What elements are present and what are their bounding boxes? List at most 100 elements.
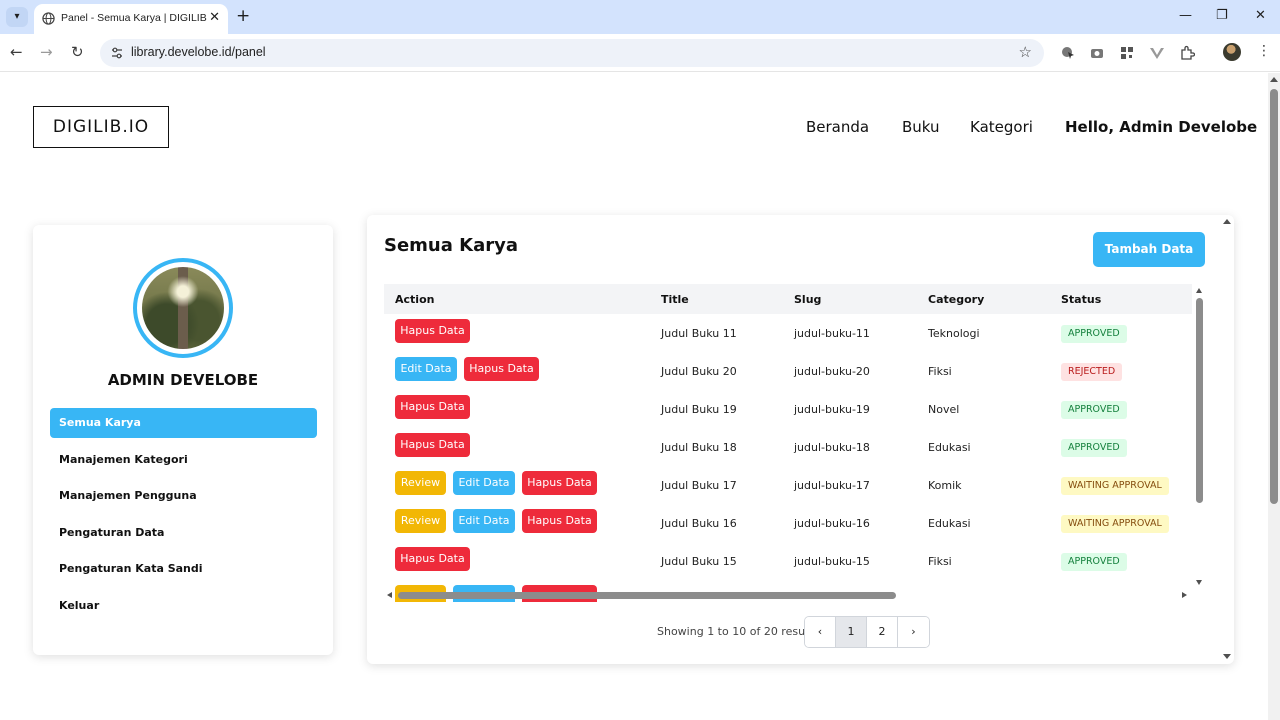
- back-icon[interactable]: ←: [10, 43, 23, 61]
- sidebar: ADMIN DEVELOBE Semua Karya Manajemen Kat…: [33, 225, 333, 655]
- bookmark-star-icon[interactable]: ☆: [1018, 43, 1032, 61]
- table-row: Hapus Data Judul Buku 11 judul-buku-11 Tekn…: [384, 315, 1192, 353]
- column-header-title: Title: [661, 293, 689, 306]
- profile-avatar[interactable]: [1223, 43, 1241, 61]
- sidebar-item-pengaturan-kata-sandi[interactable]: Pengaturan Kata Sandi: [59, 562, 203, 575]
- nav-beranda[interactable]: Beranda: [806, 118, 870, 136]
- tab-search-chevron-icon[interactable]: ▾: [6, 7, 28, 27]
- table-vertical-scrollbar[interactable]: [1194, 284, 1205, 589]
- main-card: Semua Karya Tambah Data Action Title Slu…: [367, 215, 1234, 664]
- page-scrollbar-thumb[interactable]: [1270, 89, 1278, 504]
- nav-kategori[interactable]: Kategori: [970, 118, 1033, 136]
- table-horizontal-scrollbar-thumb[interactable]: [398, 592, 896, 599]
- row-slug: judul-buku-19: [794, 403, 870, 416]
- row-slug: judul-buku-11: [794, 327, 870, 340]
- user-name: ADMIN DEVELOBE: [107, 371, 259, 389]
- status-badge: APPROVED: [1061, 439, 1127, 457]
- sidebar-item-keluar[interactable]: Keluar: [59, 599, 100, 612]
- url-text: library.develobe.id/panel: [131, 45, 266, 59]
- minimize-icon[interactable]: —: [1179, 8, 1192, 23]
- status-badge: APPROVED: [1061, 325, 1127, 343]
- nav-buku[interactable]: Buku: [902, 118, 940, 136]
- row-category: Fiksi: [928, 555, 952, 568]
- page-scrollbar[interactable]: [1268, 73, 1280, 720]
- sidebar-item-manajemen-kategori[interactable]: Manajemen Kategori: [59, 453, 188, 466]
- address-bar[interactable]: library.develobe.id/panel ☆: [100, 39, 1044, 67]
- table-row: Review Edit Data Hapus Data Judul Buku 17 ju…: [384, 467, 1192, 505]
- row-category: Edukasi: [928, 517, 971, 530]
- table-row: Hapus Data Judul Buku 18 judul-buku-18 Eduk…: [384, 429, 1192, 467]
- status-badge: APPROVED: [1061, 401, 1127, 419]
- reload-icon[interactable]: ↻: [71, 43, 84, 61]
- row-title: Judul Buku 15: [661, 555, 737, 568]
- add-data-button[interactable]: Tambah Data: [1093, 232, 1205, 267]
- column-header-slug: Slug: [794, 293, 822, 306]
- row-title: Judul Buku 16: [661, 517, 737, 530]
- row-category: Edukasi: [928, 441, 971, 454]
- globe-icon: [42, 12, 55, 25]
- browser-tab-bar: ▾ Panel - Semua Karya | DIGILIB ✕ + — ❐ …: [0, 0, 1280, 34]
- delete-data-button[interactable]: Hapus Data: [395, 395, 470, 419]
- sidebar-item-semua-karya[interactable]: Semua Karya: [50, 408, 317, 438]
- card-scroll-down-icon[interactable]: [1223, 654, 1231, 659]
- delete-data-button[interactable]: Hapus Data: [395, 433, 470, 457]
- camera-icon[interactable]: [1089, 45, 1105, 61]
- row-title: Judul Buku 20: [661, 365, 737, 378]
- status-badge: APPROVED: [1061, 553, 1127, 571]
- browser-tab[interactable]: Panel - Semua Karya | DIGILIB ✕: [34, 4, 228, 34]
- delete-data-button[interactable]: Hapus Data: [464, 357, 539, 381]
- row-category: Teknologi: [928, 327, 980, 340]
- table-vertical-scrollbar-thumb[interactable]: [1196, 298, 1203, 503]
- card-scroll-up-icon[interactable]: [1223, 219, 1231, 224]
- table-scroll-up-icon[interactable]: [1196, 288, 1202, 293]
- close-window-icon[interactable]: ✕: [1255, 8, 1266, 23]
- table-scroll-down-icon[interactable]: [1196, 580, 1202, 585]
- new-tab-icon[interactable]: +: [236, 6, 251, 26]
- vue-devtools-icon[interactable]: [1149, 45, 1165, 61]
- page-button-2[interactable]: 2: [867, 617, 898, 647]
- extensions-puzzle-icon[interactable]: [1179, 45, 1195, 61]
- row-title: Judul Buku 18: [661, 441, 737, 454]
- row-slug: judul-buku-17: [794, 479, 870, 492]
- row-category: Fiksi: [928, 365, 952, 378]
- tab-title: Panel - Semua Karya | DIGILIB: [61, 12, 207, 24]
- page-button-1[interactable]: 1: [836, 617, 867, 647]
- close-tab-icon[interactable]: ✕: [209, 10, 220, 25]
- delete-data-button[interactable]: Hapus Data: [522, 509, 597, 533]
- site-logo[interactable]: DIGILIB.IO: [33, 106, 169, 148]
- site-settings-icon[interactable]: [110, 46, 124, 60]
- table-row: Edit Data Hapus Data Judul Buku 20 judul-bu…: [384, 353, 1192, 391]
- scroll-up-arrow-icon[interactable]: [1270, 77, 1278, 82]
- review-button[interactable]: Review: [395, 509, 446, 533]
- column-header-status: Status: [1061, 293, 1102, 306]
- edit-data-button[interactable]: Edit Data: [453, 509, 515, 533]
- table-header: Action Title Slug Category Status: [384, 284, 1192, 314]
- review-button[interactable]: Review: [395, 471, 446, 495]
- status-badge: WAITING APPROVAL: [1061, 515, 1169, 533]
- sidebar-item-pengaturan-data[interactable]: Pengaturan Data: [59, 526, 165, 539]
- browser-toolbar: ← → ↻ library.develobe.id/panel ☆ ⋮: [0, 34, 1280, 72]
- edit-data-button[interactable]: Edit Data: [395, 357, 457, 381]
- row-category: Novel: [928, 403, 960, 416]
- more-options-icon[interactable]: ⋮: [1257, 43, 1271, 59]
- prev-page-icon[interactable]: ‹: [805, 617, 836, 647]
- row-title: Judul Buku 17: [661, 479, 737, 492]
- edit-data-button[interactable]: Edit Data: [453, 471, 515, 495]
- page-title: Semua Karya: [384, 235, 519, 256]
- user-greeting[interactable]: Hello, Admin Develobe: [1065, 118, 1258, 136]
- restore-icon[interactable]: ❐: [1216, 8, 1228, 23]
- delete-data-button[interactable]: Hapus Data: [522, 471, 597, 495]
- row-title: Judul Buku 19: [661, 403, 737, 416]
- extension-arrow-icon[interactable]: [1060, 45, 1076, 61]
- next-page-icon[interactable]: ›: [898, 617, 929, 647]
- sidebar-item-manajemen-pengguna[interactable]: Manajemen Pengguna: [59, 489, 197, 502]
- table-scroll-right-icon[interactable]: [1182, 592, 1187, 598]
- column-header-action: Action: [395, 293, 435, 306]
- qr-code-icon[interactable]: [1119, 45, 1135, 61]
- delete-data-button[interactable]: Hapus Data: [395, 319, 470, 343]
- delete-data-button[interactable]: Hapus Data: [395, 547, 470, 571]
- pagination: ‹ 1 2 ›: [804, 616, 930, 648]
- table-scroll-left-icon[interactable]: [387, 592, 392, 598]
- forward-icon[interactable]: →: [40, 43, 53, 61]
- table-horizontal-scrollbar[interactable]: [384, 590, 1192, 601]
